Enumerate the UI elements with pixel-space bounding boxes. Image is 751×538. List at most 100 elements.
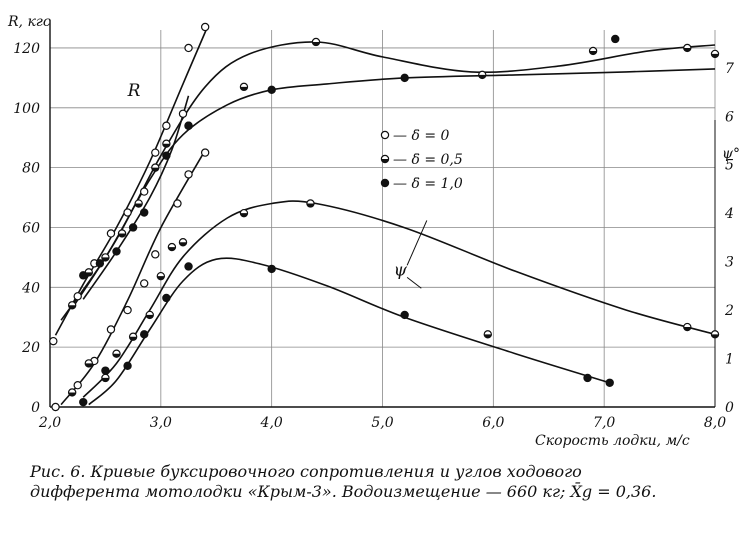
point-filled-R xyxy=(95,259,105,268)
point-half-psi xyxy=(683,322,692,332)
y-left-tick-label: 120 xyxy=(13,41,40,57)
y-axis-left-title: R, кгс xyxy=(7,14,51,30)
point-half-psi xyxy=(156,271,166,281)
x-axis-title: Скорость лодки, м/с xyxy=(535,433,690,449)
point-filled-psi xyxy=(123,361,132,371)
curve-R-2 xyxy=(60,68,716,321)
legend-entry: — δ̄ = 0,5 xyxy=(393,152,463,168)
x-tick-label: 7,0 xyxy=(593,415,615,431)
grid-lines xyxy=(49,30,716,407)
x-tick-label: 4,0 xyxy=(260,415,283,431)
legend-marker-open xyxy=(380,130,390,140)
curve-psi-6 xyxy=(88,257,610,406)
point-half-psi xyxy=(167,242,177,252)
caption-line-2: дифферента мотолодки «Крым-3». Водоизмещ… xyxy=(30,482,657,501)
point-filled-psi xyxy=(101,366,110,375)
y-right-tick-label: 5 xyxy=(725,158,734,174)
y-right-tick-label: 0 xyxy=(725,400,734,416)
point-filled-R xyxy=(79,271,88,280)
point-half-R xyxy=(67,301,77,310)
curve-R-0 xyxy=(54,26,209,336)
point-open-R xyxy=(200,22,210,32)
point-filled-psi xyxy=(79,397,88,407)
point-half-psi xyxy=(710,330,720,339)
point-filled-R xyxy=(112,247,121,256)
point-half-R xyxy=(117,229,127,238)
tick-labels: 2,0 3,0 4,0 5,0 6,0 7,0 8,00204060801001200123… xyxy=(13,41,734,431)
point-open-psi xyxy=(123,305,132,315)
point-open-psi xyxy=(140,279,149,288)
point-filled-psi xyxy=(267,264,276,274)
point-half-psi xyxy=(67,388,77,397)
point-filled-psi xyxy=(605,378,614,387)
point-half-R xyxy=(162,139,171,148)
annotation-label: ψ xyxy=(394,260,408,280)
point-filled-R xyxy=(400,73,409,83)
y-right-tick-label: 6 xyxy=(725,109,734,125)
point-half-psi xyxy=(145,310,154,320)
point-open-R xyxy=(162,121,171,130)
y-left-tick-label: 0 xyxy=(31,400,40,416)
x-tick-label: 5,0 xyxy=(371,415,393,431)
psi-leader-line-lower xyxy=(406,276,422,289)
point-half-R xyxy=(588,46,598,56)
legend-marker-filled xyxy=(380,178,390,188)
y-right-tick-label: 3 xyxy=(725,255,734,271)
point-filled-R xyxy=(162,151,171,160)
point-open-R xyxy=(151,148,160,157)
point-half-R xyxy=(101,253,110,262)
point-open-psi xyxy=(184,170,193,179)
legend: — δ̄ = 0 — δ̄ = 0,5 — δ̄ = 1,0 xyxy=(380,128,463,192)
point-filled-psi xyxy=(583,373,592,383)
point-filled-psi xyxy=(184,262,193,271)
x-tick-label: 2,0 xyxy=(38,415,61,431)
point-open-R xyxy=(140,187,149,196)
y-right-tick-label: 7 xyxy=(725,61,734,77)
point-filled-R xyxy=(128,223,138,232)
figure-caption: Рис. 6. Кривые буксировочного сопротивле… xyxy=(30,462,730,502)
psi-leader-line-upper xyxy=(406,220,428,266)
point-open-psi xyxy=(106,325,116,334)
y-left-tick-label: 40 xyxy=(21,280,40,296)
point-half-R xyxy=(134,199,143,208)
point-half-psi xyxy=(112,349,121,358)
caption-line-1: Рис. 6. Кривые буксировочного сопротивле… xyxy=(30,462,582,481)
point-filled-psi xyxy=(162,293,171,303)
point-open-R xyxy=(73,292,82,301)
point-open-psi xyxy=(173,199,182,208)
curve-psi-5 xyxy=(82,200,716,398)
point-half-R xyxy=(683,43,692,53)
point-half-R xyxy=(151,163,160,172)
y-left-tick-label: 20 xyxy=(21,340,40,356)
point-filled-R xyxy=(611,34,620,44)
point-open-R xyxy=(178,109,188,118)
point-half-psi xyxy=(483,330,492,339)
point-half-R xyxy=(311,37,321,47)
point-filled-R xyxy=(267,85,276,95)
point-half-psi xyxy=(306,199,315,208)
curves xyxy=(54,26,716,406)
curve-R-3 xyxy=(82,95,190,300)
y-left-tick-label: 60 xyxy=(22,220,40,236)
point-open-R xyxy=(123,208,132,217)
point-open-R xyxy=(49,336,58,346)
point-filled-psi xyxy=(140,330,149,339)
point-half-psi xyxy=(84,359,93,368)
legend-marker-half xyxy=(380,154,390,164)
point-half-psi xyxy=(128,332,138,341)
point-open-psi xyxy=(200,148,210,157)
point-half-psi xyxy=(101,373,110,383)
x-tick-label: 6,0 xyxy=(482,415,504,431)
point-open-psi xyxy=(151,250,160,259)
curve-psi-4 xyxy=(60,149,206,406)
annotation-label: R xyxy=(127,81,141,101)
annotations: Rψ xyxy=(127,81,428,289)
point-half-R xyxy=(710,49,720,59)
point-half-psi xyxy=(178,238,188,247)
point-open-psi xyxy=(51,402,60,412)
point-filled-psi xyxy=(400,310,409,320)
point-open-R xyxy=(184,43,193,53)
point-open-R xyxy=(106,229,116,238)
y-right-tick-label: 4 xyxy=(724,206,734,222)
